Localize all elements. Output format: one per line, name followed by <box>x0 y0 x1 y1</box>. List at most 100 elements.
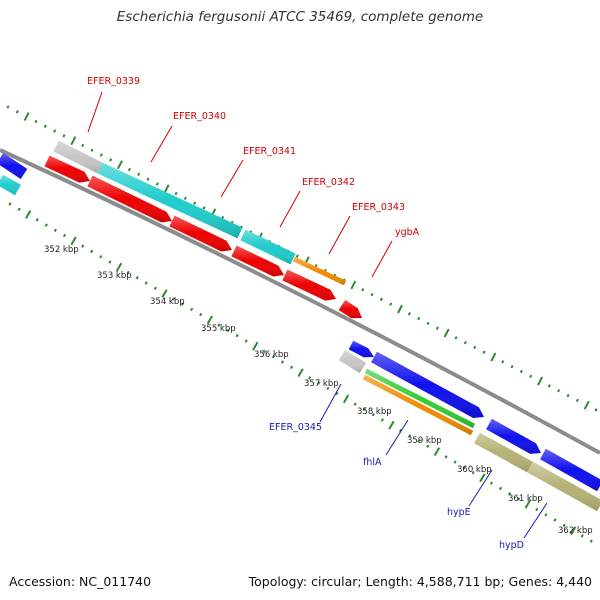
efer-0342-gene-arrow <box>240 229 296 265</box>
outer-ring-tick <box>594 408 598 412</box>
inner-ring-tick <box>226 328 230 333</box>
inner-ring-tick <box>181 302 185 306</box>
outer-ring-tick <box>463 340 467 345</box>
outer-ring-tick <box>23 112 30 122</box>
kbp-label: 360 kbp <box>457 465 492 475</box>
outer-ring-tick <box>490 352 497 362</box>
inner-ring-tick <box>290 365 294 370</box>
hype-gene-arrow-shading <box>486 418 541 454</box>
gene-labels: EFER_0339 EFER_0340 EFER_0341 EFER_0342 EFER… <box>87 76 548 551</box>
ygba-gene-arrow <box>338 300 362 319</box>
inner-ring-tick <box>262 349 266 354</box>
inner-ring-tick <box>280 360 285 364</box>
outer-ring-tick <box>537 376 543 386</box>
outer-ring-tick <box>6 105 10 109</box>
inner-ring-tick <box>399 428 403 433</box>
inner-ring-tick <box>62 233 67 238</box>
partial-blue-gene-arrow-shading <box>0 153 28 179</box>
inner-ring-tick <box>297 368 304 377</box>
kbp-label: 357 kbp <box>304 379 339 389</box>
hypd-gene-arrow <box>527 461 600 512</box>
partial-cyan-gene-arrow <box>0 174 21 196</box>
inner-ring-tick <box>524 499 531 509</box>
efer-0342-leader-line <box>279 190 301 228</box>
efer-0342-red-gene-arrow <box>231 245 284 277</box>
efer-0341-gene-arrow <box>169 215 232 252</box>
kbp-label: 353 kbp <box>97 271 132 281</box>
outer-ring-tick <box>566 393 570 398</box>
efer-0340-label: EFER_0340 <box>173 111 226 122</box>
outer-ring-tick <box>547 384 551 388</box>
backbone-line <box>0 148 600 455</box>
inner-ring-tick <box>90 249 94 254</box>
partial-blue-gene-arrow <box>0 153 28 179</box>
inner-ring-tick <box>235 333 239 338</box>
inner-ring-tick <box>462 465 466 470</box>
outer-ring-tick <box>43 124 47 128</box>
inner-ring-tick <box>471 470 475 475</box>
inner-ring-tick <box>153 286 157 291</box>
outer-ring-tick <box>361 288 365 292</box>
outer-ring-tick <box>183 196 187 201</box>
outer-ring-tick <box>137 172 141 177</box>
kbp-label: 358 kbp <box>357 407 392 417</box>
efer-0340-red-gene-arrow <box>87 175 172 223</box>
outer-ring-tick <box>127 167 131 172</box>
feature-tracks <box>0 140 600 512</box>
hypd-gene-arrow-shading <box>527 461 600 512</box>
hyp-blue-gene-arrow-2-shading <box>540 448 600 492</box>
outer-ring-tick <box>397 304 403 314</box>
ygba-leader-line <box>371 240 393 278</box>
hype-olive-gene-arrow-shading <box>474 432 533 473</box>
outer-ring-tick <box>81 143 85 148</box>
outer-ring-tick <box>557 389 561 393</box>
inner-ring-tick <box>380 418 384 422</box>
inner-tick-ring <box>8 202 593 543</box>
inner-ring-tick <box>115 262 123 272</box>
efer-0340-red-gene-arrow-shading <box>87 175 172 223</box>
inner-ring-tick <box>388 420 395 430</box>
outer-ring-tick <box>62 134 66 138</box>
outer-ring-tick <box>109 158 113 162</box>
efer-0343-leader-line <box>328 215 351 255</box>
kbp-label: 362 kbp <box>558 526 593 536</box>
efer-0341-label: EFER_0341 <box>243 146 296 157</box>
outer-ring-tick <box>519 369 523 374</box>
hypd-leader-line <box>523 502 548 539</box>
inner-ring-tick <box>17 207 21 212</box>
inner-ring-tick <box>244 339 248 343</box>
hype-label: hypE <box>447 507 471 518</box>
ygba-label: ygbA <box>395 227 420 238</box>
hypd-label: hypD <box>499 540 524 551</box>
inner-ring-tick <box>544 513 548 517</box>
inner-ring-tick <box>508 491 512 496</box>
inner-ring-tick <box>444 455 448 459</box>
inner-ring-tick <box>8 202 12 206</box>
fhla-gene-arrow-shading <box>371 351 484 418</box>
fhla-gene-arrow <box>371 351 484 418</box>
outer-ring-tick <box>174 191 178 196</box>
efer-0341-leader-line <box>220 159 244 198</box>
outer-ring-tick <box>443 328 450 338</box>
accession-label: Accession: NC_011740 <box>9 574 152 589</box>
kbp-label: 359 kbp <box>407 436 442 446</box>
inner-ring-tick <box>353 402 357 406</box>
kbp-label: 361 kbp <box>508 494 543 504</box>
inner-ring-tick <box>589 539 593 543</box>
inner-ring-tick <box>570 526 577 535</box>
kbp-label: 352 kbp <box>44 245 79 255</box>
inner-ring-tick <box>44 223 48 227</box>
inner-ring-tick <box>326 386 330 391</box>
inner-ring-tick <box>317 381 321 385</box>
outer-ring-tick <box>99 153 103 157</box>
outer-ring-tick <box>202 206 206 210</box>
efer-0340-gene-arrow <box>97 162 243 239</box>
efer-0339-red-gene-arrow <box>44 155 90 183</box>
inner-ring-tick <box>335 391 339 396</box>
efer-0345-leader-line <box>319 383 342 423</box>
outer-ring-tick <box>117 160 123 170</box>
outer-ring-tick <box>482 350 486 354</box>
efer-0345-label: EFER_0345 <box>269 422 322 433</box>
